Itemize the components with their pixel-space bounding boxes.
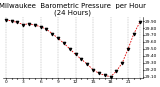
Point [68,48,71,50]
Point [80,59,83,60]
Point [86,64,88,65]
Point [127,48,129,50]
Point [92,69,94,70]
Point [109,76,112,77]
Point [34,25,36,26]
Point [115,70,118,72]
Point [98,73,100,74]
Point [28,23,30,25]
Point [104,75,106,76]
Point [4,19,7,20]
Point [51,33,54,34]
Title: Milwaukee  Barometric Pressure  per Hour
(24 Hours): Milwaukee Barometric Pressure per Hour (… [0,3,146,16]
Point [133,33,135,34]
Point [57,38,59,39]
Point [74,54,77,55]
Point [63,43,65,44]
Point [138,22,141,23]
Point [22,24,24,25]
Point [16,22,19,23]
Point [39,26,42,27]
Point [10,20,13,22]
Point [45,29,48,30]
Point [121,62,124,64]
